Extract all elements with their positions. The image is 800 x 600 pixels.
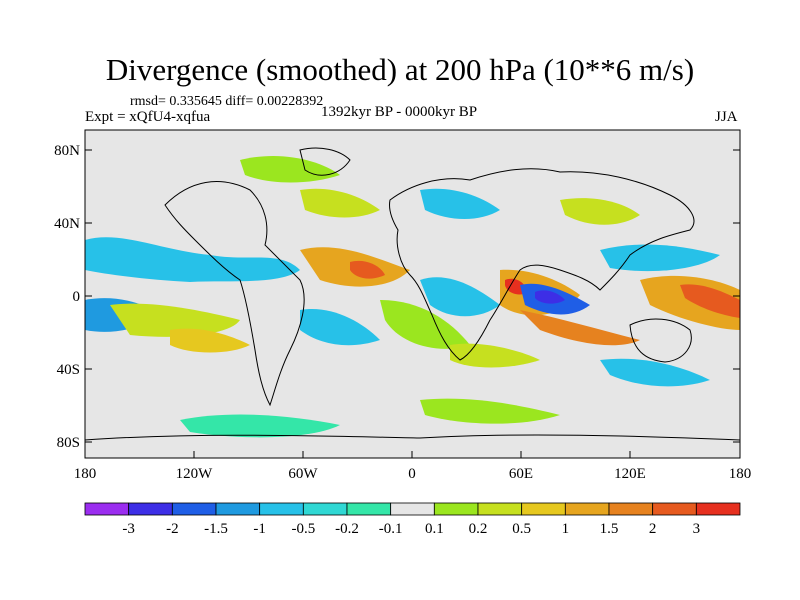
colorbar-swatch	[84, 502, 130, 516]
coastline-americas	[164, 181, 305, 407]
colorbar-swatch	[608, 502, 654, 516]
colorbar-label: -2	[166, 521, 179, 537]
longitude-labels: 180 120W 60W 0 60E 120E 180	[74, 466, 752, 482]
lat-label: 80N	[54, 143, 80, 159]
stats-text: rmsd= 0.335645 diff= 0.00228392	[130, 94, 324, 109]
colorbar-swatch	[652, 502, 697, 516]
colorbar	[84, 502, 741, 516]
lat-label: 40S	[57, 362, 80, 378]
coastline-afro-eurasia	[389, 168, 695, 361]
colorbar-label: -0.2	[335, 521, 359, 537]
latitude-labels: 80N 40N 0 40S 80S	[54, 143, 80, 451]
coastline-australia	[629, 318, 692, 363]
lat-label: 40N	[54, 216, 80, 232]
divergence-patch	[300, 188, 380, 218]
colorbar-swatch	[521, 502, 566, 516]
lon-label: 120W	[176, 466, 214, 482]
colorbar-swatch	[128, 502, 173, 516]
lat-label: 80S	[57, 435, 80, 451]
divergence-field	[85, 155, 740, 438]
divergence-patch	[170, 328, 250, 353]
divergence-patch	[420, 188, 500, 219]
colorbar-label: 0.1	[425, 521, 444, 537]
coastlines	[85, 147, 740, 441]
colorbar-swatch	[346, 502, 392, 516]
lon-label: 0	[408, 466, 416, 482]
colorbar-swatch	[171, 502, 217, 516]
divergence-patch	[420, 398, 560, 424]
lon-label: 120E	[614, 466, 646, 482]
tick-marks	[84, 149, 741, 458]
divergence-patch	[680, 284, 740, 318]
plot-title: Divergence (smoothed) at 200 hPa (10**6 …	[105, 52, 695, 87]
colorbar-label: -0.1	[379, 521, 403, 537]
season-label: JJA	[715, 109, 738, 125]
colorbar-swatch	[259, 502, 304, 516]
divergence-patch	[535, 290, 565, 304]
colorbar-label: 1.5	[600, 521, 619, 537]
period-label: 1392kyr BP - 0000kyr BP	[321, 104, 478, 120]
lon-label: 180	[729, 466, 752, 482]
colorbar-swatch	[477, 502, 523, 516]
divergence-patch	[600, 244, 720, 272]
divergence-patch	[380, 300, 470, 349]
divergence-patch	[240, 155, 340, 183]
coastline-greenland	[299, 147, 351, 176]
colorbar-label: -3	[122, 521, 135, 537]
map-background	[85, 130, 740, 458]
divergence-patch	[520, 310, 640, 346]
colorbar-labels: -3 -2 -1.5 -1 -0.5 -0.2 -0.1 0.1 0.2 0.5 1 1.5 2 3	[122, 521, 700, 537]
colorbar-label: 2	[649, 521, 657, 537]
divergence-patch	[600, 358, 710, 387]
lat-label: 0	[73, 289, 81, 305]
colorbar-label: -0.5	[291, 521, 315, 537]
divergence-patch	[450, 343, 540, 368]
colorbar-label: 3	[693, 521, 701, 537]
experiment-label: Expt = xQfU4-xqfua	[85, 109, 211, 125]
colorbar-label: 0.2	[469, 521, 488, 537]
divergence-patch	[180, 414, 340, 438]
divergence-patch	[85, 237, 300, 282]
colorbar-label: -1	[253, 521, 266, 537]
lon-label: 60W	[288, 466, 318, 482]
colorbar-label: 1	[562, 521, 570, 537]
colorbar-swatch	[433, 502, 479, 516]
colorbar-swatch	[564, 502, 610, 516]
coastline-antarctica	[85, 434, 740, 441]
colorbar-label: -1.5	[204, 521, 228, 537]
lon-label: 180	[74, 466, 97, 482]
divergence-patch	[420, 277, 500, 317]
colorbar-swatch	[215, 502, 261, 516]
divergence-patch	[350, 260, 385, 279]
divergence-patch	[110, 303, 240, 337]
colorbar-swatch	[695, 502, 741, 516]
divergence-patch	[560, 198, 640, 225]
colorbar-swatch	[302, 502, 348, 516]
lon-label: 60E	[509, 466, 533, 482]
colorbar-swatch	[390, 502, 435, 516]
divergence-patch	[300, 309, 380, 346]
colorbar-label: 0.5	[512, 521, 531, 537]
